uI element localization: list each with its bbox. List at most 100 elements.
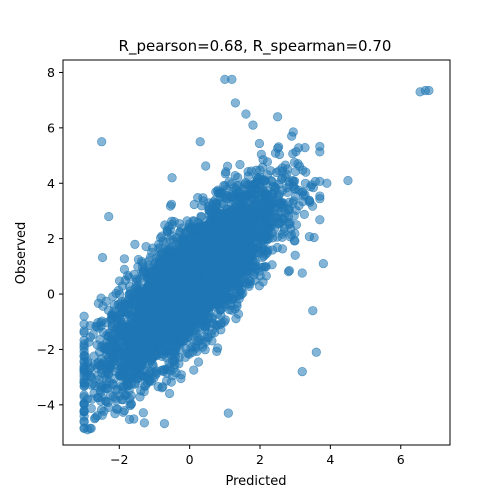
data-point — [233, 263, 243, 273]
x-tick-label: −2 — [110, 452, 128, 467]
data-point — [148, 312, 158, 322]
data-point — [111, 396, 121, 406]
data-point — [212, 252, 222, 263]
data-point — [232, 211, 242, 221]
chart-title: R_pearson=0.68, R_spearman=0.70 — [119, 37, 392, 56]
data-point — [308, 183, 318, 193]
data-point — [315, 191, 325, 201]
data-point — [198, 339, 208, 349]
data-point — [108, 291, 118, 302]
data-point — [186, 222, 197, 232]
data-point — [145, 345, 155, 356]
data-point — [250, 240, 260, 250]
data-point — [274, 166, 284, 176]
data-point — [254, 138, 265, 149]
data-point — [230, 98, 240, 108]
data-point — [88, 329, 98, 339]
y-tick-label: 6 — [47, 120, 55, 135]
data-point — [98, 340, 108, 351]
data-point — [277, 244, 288, 254]
data-point — [192, 276, 202, 287]
data-point — [124, 355, 134, 365]
y-tick-label: 8 — [47, 65, 55, 80]
data-point — [301, 167, 311, 177]
data-point — [280, 160, 290, 170]
data-point — [262, 157, 273, 167]
data-point — [200, 308, 211, 318]
data-point — [103, 305, 113, 315]
data-point — [282, 183, 292, 193]
data-point — [204, 246, 214, 256]
data-point — [293, 159, 303, 169]
data-point — [227, 74, 237, 84]
data-point — [221, 167, 231, 177]
data-point — [245, 250, 255, 260]
data-point — [126, 399, 136, 409]
data-point — [240, 240, 250, 250]
plot-frame — [62, 59, 451, 446]
x-tick-label: 0 — [186, 452, 194, 467]
data-point — [142, 286, 152, 297]
data-point — [291, 205, 301, 215]
data-point — [231, 314, 241, 324]
data-point — [130, 378, 141, 388]
data-point — [166, 377, 176, 387]
data-point — [157, 383, 167, 393]
data-point — [237, 284, 247, 295]
data-point — [213, 231, 223, 241]
data-point — [297, 187, 307, 197]
data-point — [158, 253, 168, 263]
data-point — [121, 300, 131, 310]
data-point — [251, 210, 262, 220]
data-point — [221, 259, 231, 269]
data-point — [287, 131, 297, 141]
data-point — [226, 226, 237, 236]
x-tick-label: 4 — [326, 452, 334, 467]
data-point — [96, 293, 106, 303]
data-point — [262, 235, 272, 245]
data-point — [105, 390, 116, 400]
data-point — [159, 418, 170, 429]
y-axis-ticks: −4 −2 0 2 4 6 8 — [37, 65, 63, 412]
data-point — [115, 315, 126, 325]
data-point — [110, 326, 120, 336]
data-point — [90, 414, 100, 424]
data-point — [249, 194, 259, 204]
data-point — [212, 346, 222, 356]
data-point — [260, 218, 271, 229]
data-point — [267, 199, 278, 209]
data-point — [284, 265, 294, 276]
data-point — [318, 258, 328, 269]
data-point — [235, 159, 245, 170]
data-point — [130, 311, 140, 321]
data-point — [137, 303, 147, 313]
data-point — [233, 172, 243, 183]
data-point — [135, 275, 145, 285]
data-point — [99, 406, 109, 416]
data-point — [201, 321, 211, 332]
data-point — [166, 199, 177, 209]
data-point — [219, 317, 229, 327]
data-point — [202, 332, 212, 342]
data-point — [290, 250, 300, 260]
data-point — [200, 272, 211, 282]
data-point — [183, 294, 193, 304]
data-point — [251, 165, 261, 175]
data-point — [229, 190, 239, 200]
data-point — [183, 327, 193, 337]
data-point — [129, 414, 139, 424]
data-point — [297, 268, 307, 278]
data-point — [241, 209, 251, 219]
data-point — [79, 364, 89, 374]
data-point — [135, 392, 145, 402]
data-point — [139, 371, 149, 381]
data-point — [261, 271, 271, 281]
data-point — [149, 294, 160, 305]
data-point — [239, 201, 249, 211]
data-point — [255, 182, 265, 192]
data-point — [213, 269, 224, 280]
data-point — [193, 218, 203, 228]
data-point — [192, 346, 202, 357]
data-point — [261, 190, 271, 200]
